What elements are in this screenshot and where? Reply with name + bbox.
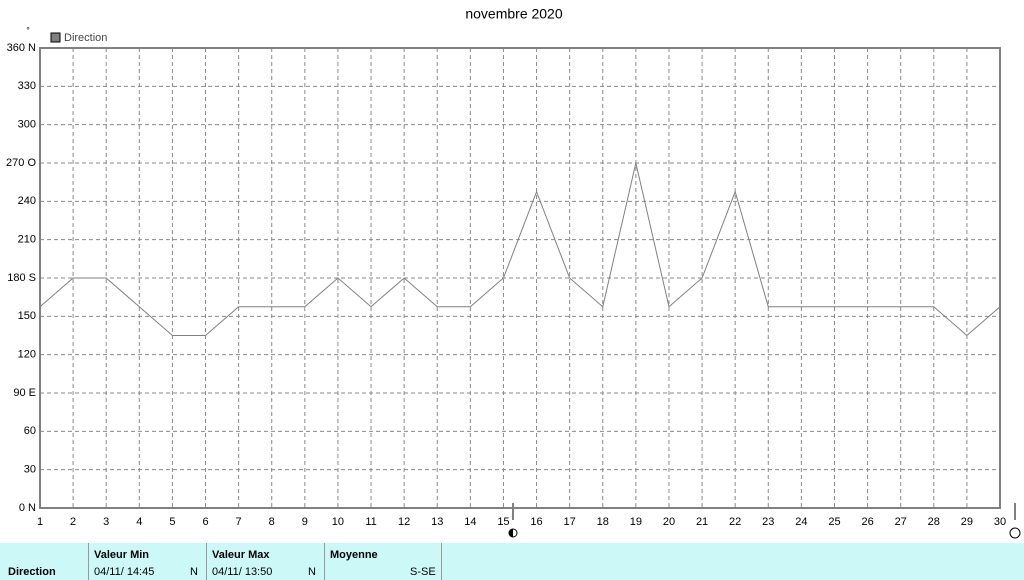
x-tick-label: 21 bbox=[696, 516, 708, 528]
y-tick-label: 210 bbox=[18, 234, 36, 246]
moon-icon bbox=[509, 529, 513, 537]
header: Valeur Min bbox=[94, 549, 150, 561]
header: Moyenne bbox=[330, 549, 378, 561]
x-tick-label: 9 bbox=[302, 516, 308, 528]
x-tick-label: 13 bbox=[431, 516, 443, 528]
y-tick-label: 270 O bbox=[6, 157, 36, 169]
header: Valeur Max bbox=[212, 549, 270, 561]
x-tick-label: 8 bbox=[269, 516, 275, 528]
x-tick-label: 15 bbox=[497, 516, 509, 528]
x-tick-label: 11 bbox=[365, 516, 376, 528]
y-tick-label: 300 bbox=[18, 119, 36, 131]
x-tick-label: 6 bbox=[202, 516, 208, 528]
data-line bbox=[39, 162, 1001, 337]
y-tick-label: 330 bbox=[18, 80, 36, 92]
chart-title: novembre 2020 bbox=[465, 6, 563, 22]
x-tick-label: 18 bbox=[597, 516, 609, 528]
x-tick-label: 25 bbox=[828, 516, 840, 528]
x-tick-label: 16 bbox=[530, 516, 542, 528]
y-tick-label: 120 bbox=[18, 349, 36, 361]
x-tick-label: 14 bbox=[464, 516, 476, 528]
direction: S-SE bbox=[410, 566, 436, 578]
x-tick-label: 12 bbox=[398, 516, 410, 528]
time: 04/11/ 13:50 bbox=[212, 566, 273, 578]
x-tick-label: 30 bbox=[994, 516, 1006, 528]
x-tick-label: 3 bbox=[103, 516, 109, 528]
y-axis-label: ° bbox=[26, 25, 30, 35]
x-tick-label: 24 bbox=[795, 516, 807, 528]
x-tick-label: 28 bbox=[928, 516, 940, 528]
x-tick-label: 1 bbox=[37, 516, 43, 528]
x-tick-label: 2 bbox=[70, 516, 76, 528]
legend-swatch bbox=[50, 32, 61, 43]
row-label: Direction bbox=[8, 566, 56, 578]
time: 04/11/ 14:45 bbox=[94, 566, 155, 578]
direction: N bbox=[190, 566, 198, 578]
x-tick-label: 10 bbox=[332, 516, 344, 528]
y-tick-label: 150 bbox=[18, 310, 36, 322]
y-tick-label: 0 N bbox=[19, 502, 36, 514]
legend-label: Direction bbox=[64, 32, 107, 44]
y-tick-label: 360 N bbox=[7, 42, 36, 54]
x-tick-label: 20 bbox=[663, 516, 675, 528]
y-tick-label: 60 bbox=[24, 425, 36, 437]
y-tick-label: 180 S bbox=[7, 272, 36, 284]
x-tick-label: 7 bbox=[236, 516, 242, 528]
x-tick-label: 22 bbox=[729, 516, 741, 528]
y-tick-label: 240 bbox=[18, 195, 36, 207]
x-tick-label: 5 bbox=[169, 516, 175, 528]
plot-frame bbox=[39, 47, 1001, 509]
x-tick-label: 17 bbox=[564, 516, 576, 528]
y-tick-label: 30 bbox=[24, 464, 36, 476]
moon-icon bbox=[1009, 527, 1021, 539]
x-tick-label: 29 bbox=[961, 516, 973, 528]
summary-table: Direction Valeur Min 04/11/ 14:45 N Vale… bbox=[0, 543, 1024, 580]
direction: N bbox=[308, 566, 316, 578]
x-tick-label: 26 bbox=[861, 516, 873, 528]
y-tick-label: 90 E bbox=[13, 387, 36, 399]
x-tick-label: 4 bbox=[136, 516, 142, 528]
x-tick-label: 19 bbox=[630, 516, 642, 528]
x-tick-label: 27 bbox=[895, 516, 907, 528]
x-tick-label: 23 bbox=[762, 516, 774, 528]
